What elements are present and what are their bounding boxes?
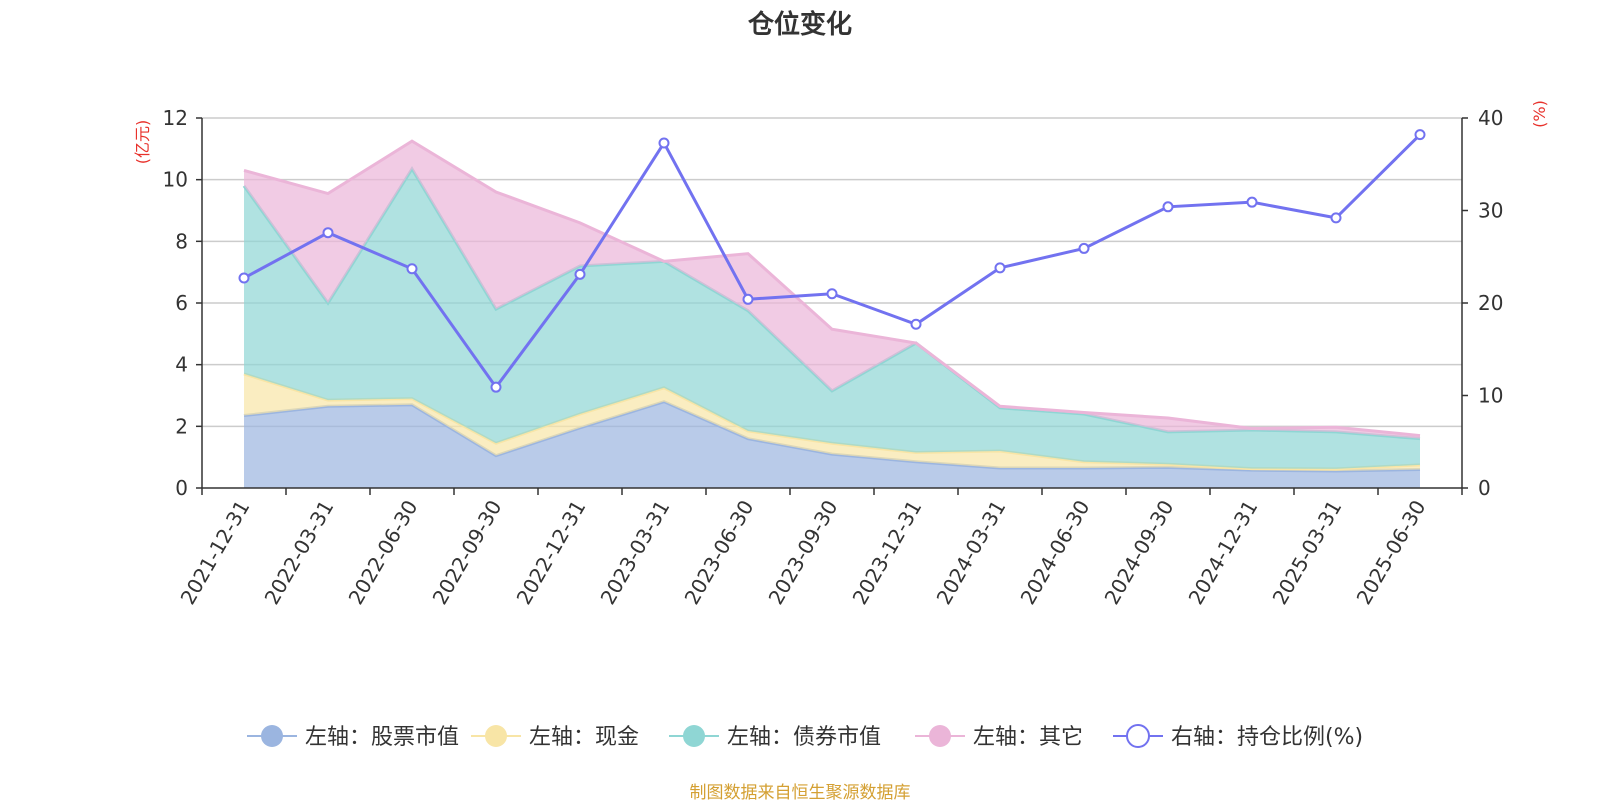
legend-label: 右轴：持仓比例(%) <box>1171 725 1363 750</box>
x-axis-tick-label: 2022-12-31 <box>511 496 590 609</box>
left-axis-tick-label: 10 <box>163 168 188 192</box>
left-axis-tick-label: 6 <box>175 291 188 315</box>
x-axis-tick-label: 2022-03-31 <box>259 496 338 609</box>
left-axis-tick-label: 8 <box>175 229 188 253</box>
legend-item[interactable]: 左轴：其它 <box>915 725 1083 750</box>
legend-marker <box>1126 724 1150 748</box>
stacked-areas <box>242 139 1421 488</box>
area-左轴：股票市值 <box>244 401 1420 488</box>
chart-title: 仓位变化 <box>747 10 852 40</box>
ratio-point[interactable] <box>1330 212 1342 224</box>
ratio-point[interactable] <box>742 293 754 305</box>
ratio-point[interactable] <box>1162 201 1174 213</box>
x-axis-tick-label: 2024-12-31 <box>1183 496 1262 609</box>
x-axis-tick-label: 2023-06-30 <box>679 496 758 609</box>
ratio-point[interactable] <box>994 262 1006 274</box>
x-axis-tick-label: 2025-06-30 <box>1351 496 1430 609</box>
ratio-point[interactable] <box>658 137 670 149</box>
legend-label: 左轴：股票市值 <box>305 725 459 750</box>
x-axis-tick-label: 2024-06-30 <box>1015 496 1094 609</box>
left-axis-unit: (亿元) <box>133 120 152 165</box>
left-axis-tick-label: 0 <box>175 476 188 500</box>
area-左轴：债券市值 <box>244 168 1420 469</box>
right-axis-tick-label: 40 <box>1478 106 1503 130</box>
legend-item[interactable]: 左轴：股票市值 <box>247 725 459 750</box>
x-axis-tick-label: 2025-03-31 <box>1267 496 1346 609</box>
x-axis-tick-label: 2023-03-31 <box>595 496 674 609</box>
ratio-point[interactable] <box>826 288 838 300</box>
ratio-point[interactable] <box>1246 196 1258 208</box>
x-axis-tick-label: 2024-09-30 <box>1099 496 1178 609</box>
ratio-point[interactable] <box>406 263 418 275</box>
legend-label: 左轴：其它 <box>973 725 1083 750</box>
right-axis-tick-label: 30 <box>1478 199 1503 223</box>
legend[interactable]: 左轴：股票市值 左轴：现金 左轴：债券市值 左轴：其它 右轴：持仓比例(%) <box>247 724 1363 750</box>
right-axis-tick-label: 20 <box>1478 291 1503 315</box>
right-axis-tick-label: 10 <box>1478 384 1503 408</box>
area-左轴：其它 <box>244 141 1420 439</box>
holding-ratio-line[interactable] <box>238 129 1426 393</box>
ratio-point[interactable] <box>1414 129 1426 141</box>
x-axis-tick-label: 2022-09-30 <box>427 496 506 609</box>
legend-item[interactable]: 左轴：现金 <box>471 725 639 750</box>
ratio-point[interactable] <box>238 272 250 284</box>
legend-marker <box>485 725 507 747</box>
x-axis-tick-label: 2023-12-31 <box>847 496 926 609</box>
legend-label: 左轴：债券市值 <box>727 725 881 750</box>
x-axis-tick-label: 2023-09-30 <box>763 496 842 609</box>
left-axis-tick-label: 2 <box>175 414 188 438</box>
legend-label: 左轴：现金 <box>529 725 639 750</box>
ratio-point[interactable] <box>1078 242 1090 254</box>
x-axis-tick-label: 2024-03-31 <box>931 496 1010 609</box>
area-edge-左轴：其它 <box>243 139 1421 438</box>
left-axis-tick-label: 12 <box>163 106 188 130</box>
legend-item[interactable]: 右轴：持仓比例(%) <box>1113 724 1363 750</box>
area-左轴：现金 <box>244 373 1420 472</box>
x-axis-tick-label: 2022-06-30 <box>343 496 422 609</box>
right-axis-tick-label: 0 <box>1478 476 1491 500</box>
legend-marker <box>683 725 705 747</box>
ratio-point[interactable] <box>322 227 334 239</box>
legend-marker <box>929 725 951 747</box>
ratio-point[interactable] <box>490 381 502 393</box>
ratio-point[interactable] <box>910 318 922 330</box>
x-axis-tick-label: 2021-12-31 <box>175 496 254 609</box>
legend-marker <box>261 725 283 747</box>
left-axis-tick-label: 4 <box>175 353 188 377</box>
right-axis-unit: (%) <box>1530 100 1549 128</box>
source-note: 制图数据来自恒生聚源数据库 <box>689 783 911 803</box>
ratio-point[interactable] <box>574 268 586 280</box>
legend-item[interactable]: 左轴：债券市值 <box>669 725 881 750</box>
